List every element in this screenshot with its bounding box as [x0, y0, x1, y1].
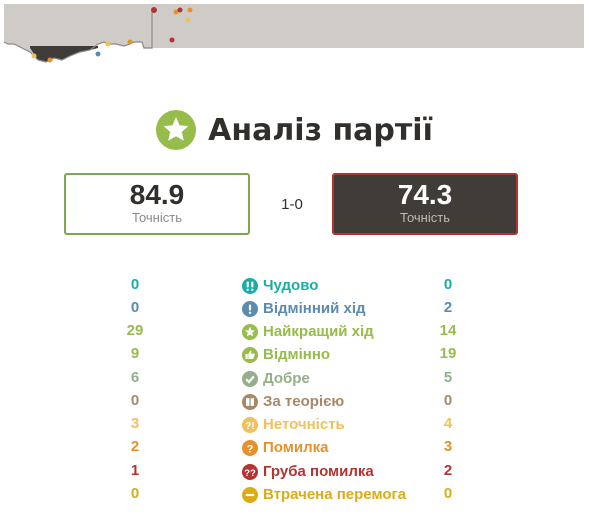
classification: Відмінно [242, 346, 330, 364]
black-count: 3 [443, 438, 453, 455]
classification-label: За теорією [263, 393, 345, 410]
white-count: 0 [130, 485, 140, 502]
graph-point-inaccuracy [31, 53, 37, 59]
white-accuracy-label: Точність [132, 210, 182, 225]
black-count: 19 [439, 345, 457, 362]
check-icon [242, 371, 258, 387]
classification-row-good[interactable]: 6 Добре 5 [0, 367, 589, 389]
classification-row-inaccuracy[interactable]: 3 ?! Неточність 4 [0, 413, 589, 435]
graph-point-blunder [169, 37, 175, 43]
svg-text:?!: ?! [245, 421, 254, 432]
page-title-row: Аналіз партії [0, 110, 589, 150]
white-count: 3 [130, 415, 140, 432]
svg-text:??: ?? [244, 468, 256, 479]
classification-label: Добре [263, 370, 310, 387]
black-accuracy-value: 74.3 [397, 179, 453, 210]
classification-row-blunder[interactable]: 1 ?? Груба помилка 2 [0, 460, 589, 482]
white-count: 0 [130, 276, 140, 293]
white-count: 1 [130, 462, 140, 479]
graph-point-blunder [151, 7, 157, 13]
thumbs-up-icon [242, 347, 258, 363]
classification-row-missed-win[interactable]: 0 Втрачена перемога 0 [0, 483, 589, 505]
classification: ? Помилка [242, 439, 328, 457]
classification-label: Груба помилка [263, 463, 374, 480]
svg-text:?: ? [247, 443, 254, 455]
classification-label: Відмінно [263, 346, 331, 363]
question-icon: ? [242, 440, 258, 456]
classification-row-great[interactable]: 0 Відмінний хід 2 [0, 297, 589, 319]
star-icon [156, 110, 197, 150]
black-count: 5 [443, 369, 453, 386]
graph-dark-dip [30, 46, 98, 62]
graph-point-inaccuracy [105, 41, 111, 47]
page-title: Аналіз партії [208, 112, 433, 148]
white-count: 6 [130, 369, 140, 386]
classification-row-excellent[interactable]: 9 Відмінно 19 [0, 343, 589, 365]
classification-label: Неточність [263, 416, 345, 433]
white-accuracy-card: 84.9 Точність [64, 173, 250, 235]
black-count: 0 [443, 276, 453, 293]
black-count: 4 [443, 415, 453, 432]
minus-circle-icon [242, 487, 258, 503]
classification-label: Відмінний хід [263, 300, 366, 317]
classification: Відмінний хід [242, 300, 366, 318]
black-accuracy-label: Точність [400, 210, 450, 225]
classification-label: Найкращий хід [263, 323, 374, 340]
double-exclamation-icon [242, 278, 258, 294]
graph-point-mistake [187, 7, 193, 13]
exclamation-icon [242, 301, 258, 317]
classification-label: Втрачена перемога [263, 486, 407, 503]
classification: Добре [242, 370, 310, 388]
book-icon [242, 394, 258, 410]
black-accuracy-card: 74.3 Точність [332, 173, 518, 235]
black-count: 0 [443, 485, 453, 502]
white-count: 2 [130, 438, 140, 455]
graph-point-inaccuracy [185, 17, 191, 23]
classification: За теорією [242, 393, 344, 411]
black-count: 2 [443, 299, 453, 316]
white-count: 9 [130, 345, 140, 362]
classification-row-book[interactable]: 0 За теорією 0 [0, 390, 589, 412]
game-result: 1-0 [281, 196, 303, 213]
classification-row-brilliant[interactable]: 0 Чудово 0 [0, 274, 589, 296]
black-count: 14 [439, 322, 457, 339]
classification: Втрачена перемога [242, 486, 406, 504]
double-question-icon: ?? [242, 464, 258, 480]
classification: Чудово [242, 277, 318, 295]
white-accuracy-value: 84.9 [129, 179, 185, 210]
classification: ?? Груба помилка [242, 463, 374, 481]
black-count: 0 [443, 392, 453, 409]
question-exclamation-icon: ?! [242, 417, 258, 433]
classification-label: Чудово [263, 277, 319, 294]
graph-point-mistake [173, 9, 179, 15]
graph-line [4, 9, 154, 63]
classification-row-best[interactable]: 29 Найкращий хід 14 [0, 320, 589, 342]
black-count: 2 [443, 462, 453, 479]
graph-point-blunder [177, 7, 183, 13]
classification-row-mistake[interactable]: 2 ? Помилка 3 [0, 436, 589, 458]
graph-point-mistake [47, 57, 53, 63]
classification-label: Помилка [263, 439, 329, 456]
classification: ?! Неточність [242, 416, 345, 434]
white-count: 0 [130, 299, 140, 316]
graph-point-mistake [127, 39, 133, 45]
evaluation-graph[interactable] [4, 0, 584, 92]
classification: Найкращий хід [242, 323, 374, 341]
graph-point-brilliant [95, 51, 101, 57]
star-icon [242, 324, 258, 340]
white-count: 29 [126, 322, 144, 339]
white-count: 0 [130, 392, 140, 409]
